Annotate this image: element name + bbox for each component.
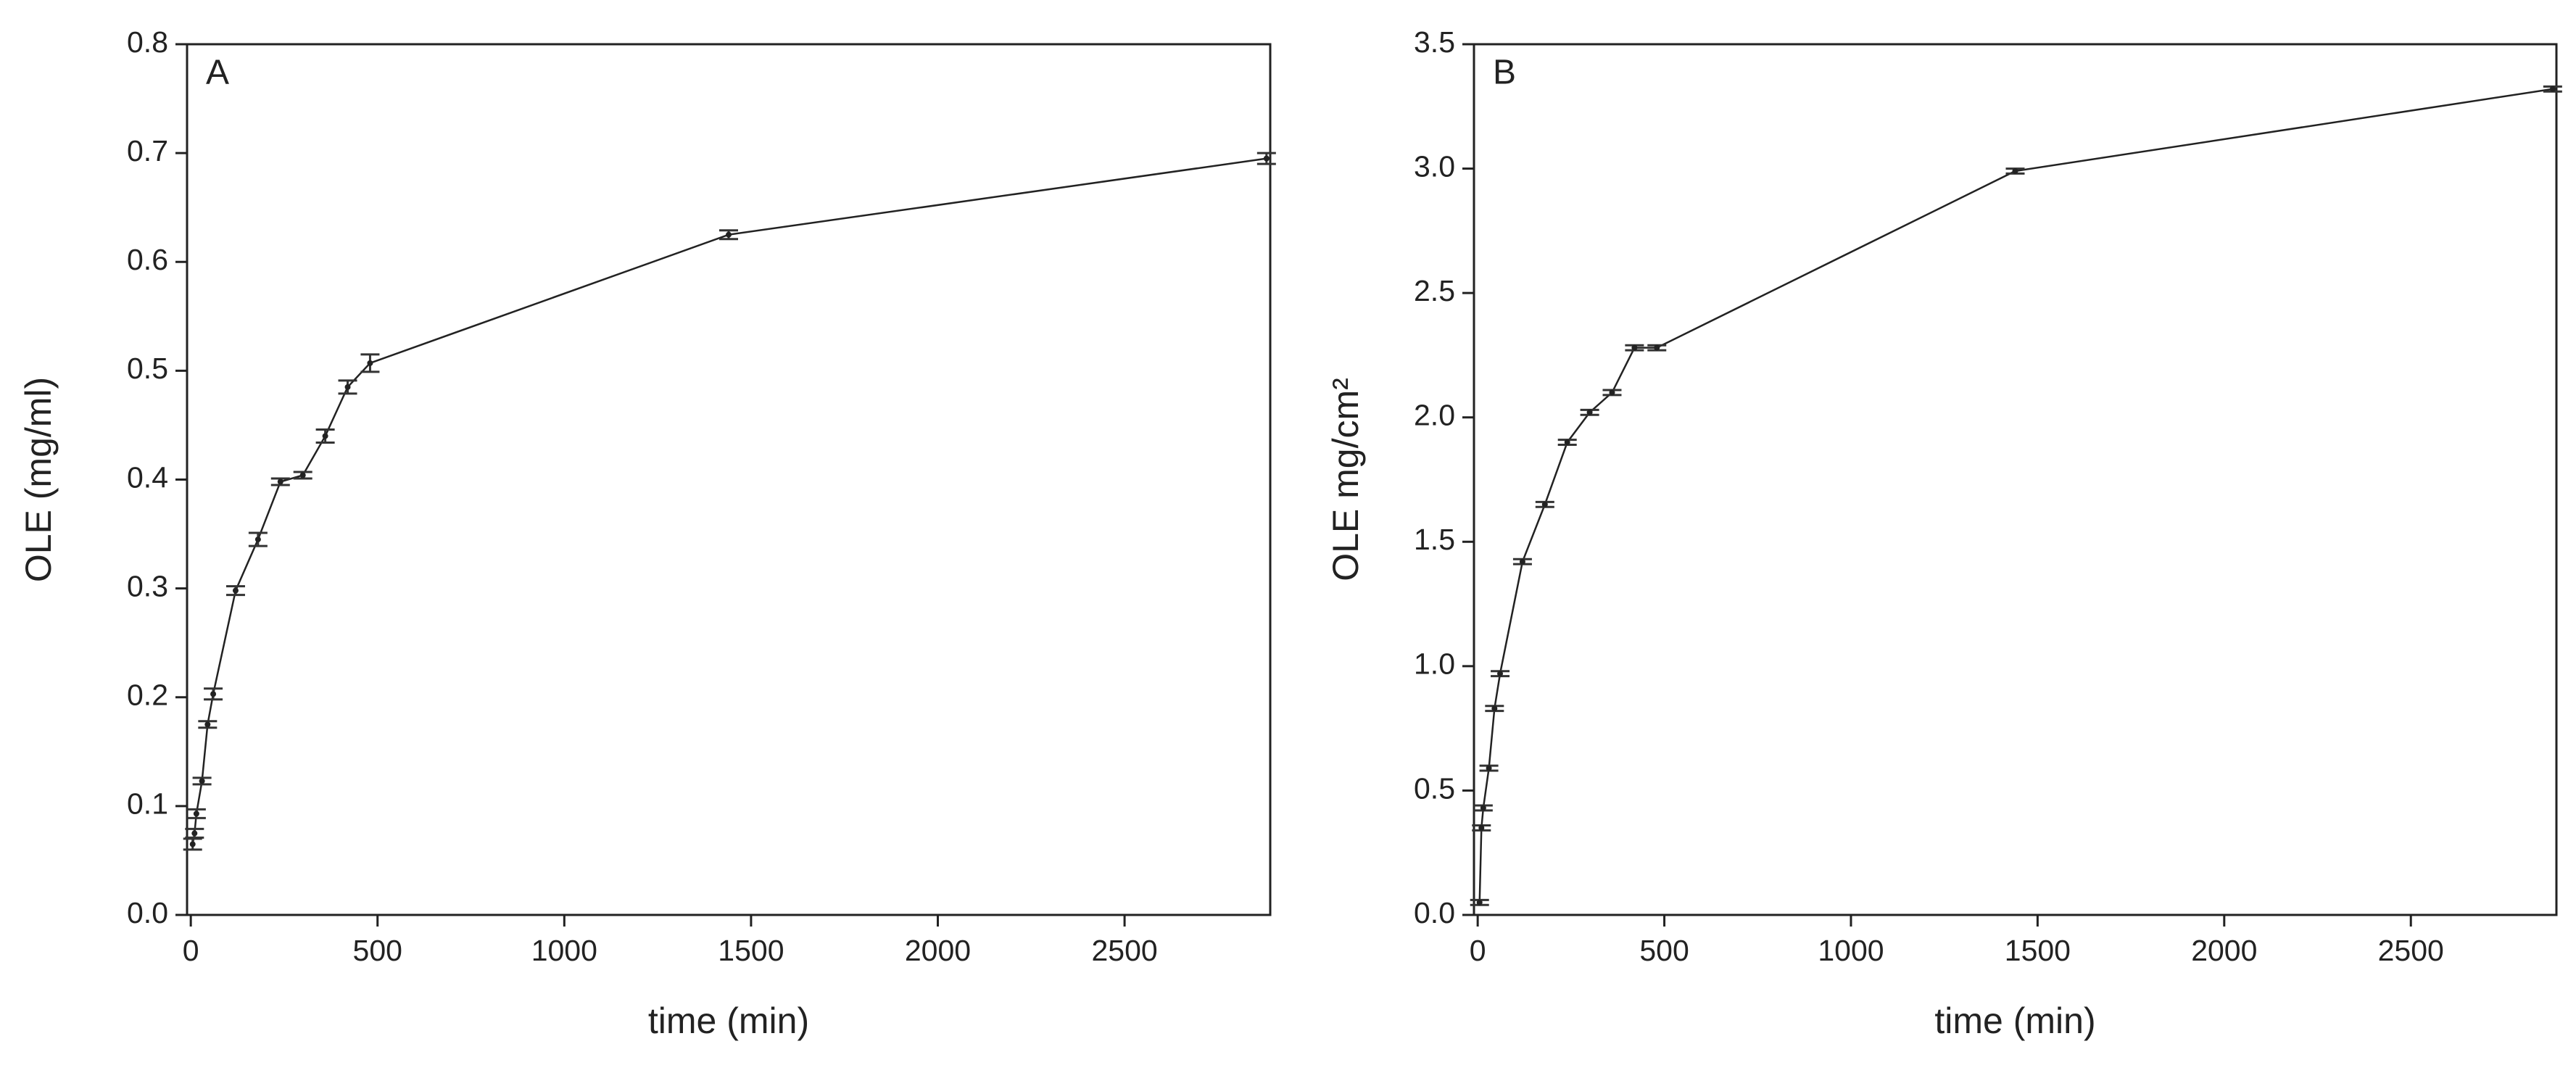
x-tick-label: 0: [1470, 934, 1486, 967]
data-point: [1541, 501, 1548, 507]
x-tick-label: 1000: [1818, 934, 1884, 967]
y-tick-label: 2.0: [1414, 399, 1455, 432]
x-tick-label: 2500: [1091, 934, 1157, 967]
data-point: [299, 472, 306, 478]
data-point: [1519, 558, 1525, 565]
x-axis-title: time (min): [1934, 1000, 2095, 1041]
plot-frame: [186, 43, 1272, 916]
data-point: [1486, 765, 1492, 771]
data-point: [1476, 899, 1483, 906]
x-tick-label: 1000: [531, 934, 597, 967]
data-point: [1609, 389, 1615, 396]
y-tick-label: 0.0: [127, 896, 168, 929]
y-tick-label: 0.7: [127, 134, 168, 167]
data-point: [2549, 86, 2556, 92]
panel-label: B: [1493, 54, 1516, 92]
y-axis-title: OLE (mg/ml): [18, 377, 59, 582]
y-tick-label: 0.3: [127, 569, 168, 602]
data-point: [2012, 168, 2018, 175]
y-tick-label: 0.0: [1414, 896, 1455, 929]
y-axis-title: OLE mg/cm²: [1325, 378, 1366, 581]
data-point: [726, 231, 732, 238]
data-point: [1654, 344, 1660, 351]
data-point: [193, 811, 199, 817]
x-tick-label: 2000: [905, 934, 971, 967]
data-point: [1478, 824, 1485, 831]
data-point: [199, 778, 205, 784]
panel-label: A: [206, 54, 229, 92]
data-point: [1263, 155, 1270, 162]
data-point: [204, 721, 211, 728]
data-point: [277, 478, 283, 485]
data-point: [210, 691, 217, 697]
data-point: [1586, 409, 1593, 415]
data-point: [344, 384, 351, 390]
data-point: [1491, 705, 1498, 712]
data-point: [232, 587, 239, 594]
y-tick-label: 3.0: [1414, 149, 1455, 183]
y-tick-label: 0.1: [127, 787, 168, 821]
y-tick-label: 0.4: [127, 460, 168, 494]
data-point: [191, 830, 198, 837]
y-tick-label: 2.5: [1414, 274, 1455, 307]
x-tick-label: 2000: [2191, 934, 2257, 967]
data-line: [191, 157, 1267, 845]
x-tick-label: 1500: [2005, 934, 2071, 967]
data-point: [1497, 671, 1504, 677]
y-tick-label: 0.2: [127, 679, 168, 712]
data-point: [1564, 439, 1570, 446]
data-point: [1480, 805, 1486, 811]
x-tick-label: 2500: [2378, 934, 2444, 967]
x-tick-label: 500: [1639, 934, 1689, 967]
plot-frame: [1473, 43, 2558, 916]
data-point: [322, 433, 328, 439]
x-tick-label: 0: [183, 934, 199, 967]
y-tick-label: 0.8: [127, 25, 168, 59]
y-tick-label: 1.5: [1414, 523, 1455, 556]
y-tick-label: 3.5: [1414, 25, 1455, 59]
x-tick-label: 1500: [718, 934, 784, 967]
data-point: [254, 536, 261, 543]
data-line: [1478, 88, 2554, 903]
y-tick-label: 1.0: [1414, 647, 1455, 681]
data-point: [1631, 344, 1638, 351]
y-tick-label: 0.5: [127, 352, 168, 385]
data-point: [367, 360, 373, 366]
x-tick-label: 500: [353, 934, 402, 967]
y-tick-label: 0.5: [1414, 771, 1455, 805]
data-point: [189, 841, 196, 848]
x-axis-title: time (min): [648, 1000, 809, 1041]
y-tick-label: 0.6: [127, 243, 168, 276]
